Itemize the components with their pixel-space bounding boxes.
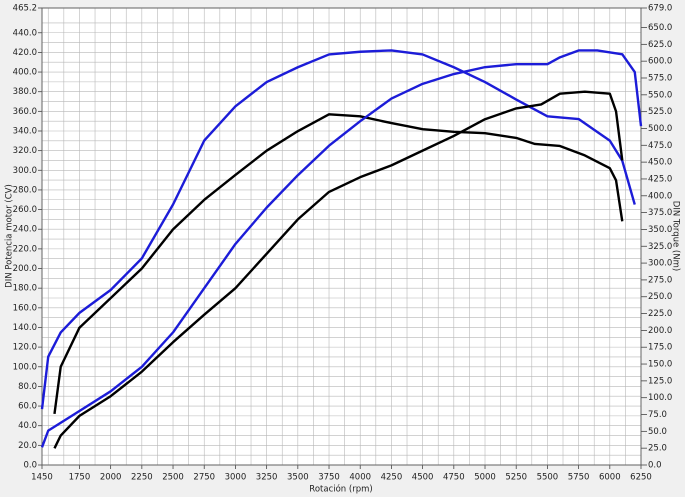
y2-tick-label: 125.0 [648, 376, 672, 386]
y-tick-label: 380.0 [13, 87, 37, 97]
x-tick-label: 5750 [568, 473, 590, 483]
y-tick-label: 40.0 [18, 421, 37, 431]
x-tick-label: 4000 [349, 473, 371, 483]
x-axis-label: Rotación (rpm) [309, 484, 372, 495]
plot-area [41, 7, 642, 466]
y-tick-label: 360.0 [13, 107, 37, 117]
x-tick-label: 5000 [474, 473, 496, 483]
y-tick-label: 0.0 [23, 461, 37, 471]
y2-tick-label: 0.0 [648, 461, 662, 471]
y2-tick-label: 375.0 [648, 208, 672, 218]
y2-tick-label: 500.0 [648, 124, 672, 134]
x-tick-label: 6000 [599, 473, 621, 483]
y2-tick-label: 300.0 [648, 259, 672, 269]
y-tick-label: 180.0 [13, 284, 37, 294]
y-tick-label: 160.0 [13, 303, 37, 313]
y-tick-label: 300.0 [13, 166, 37, 176]
y2-tick-label: 350.0 [648, 225, 672, 235]
y-tick-label: 240.0 [13, 225, 37, 235]
y2-tick-label: 75.0 [648, 410, 667, 420]
y2-tick-label: 225.0 [648, 309, 672, 319]
line-series [40, 49, 643, 448]
y2-axis-label: DIN Torque (Nm) [671, 201, 681, 271]
x-tick-label: 6250 [630, 473, 652, 483]
y-tick-label: 420.0 [13, 48, 37, 58]
y-tick-label: 400.0 [13, 68, 37, 78]
y2-tick-label: 100.0 [648, 393, 672, 403]
y2-tick-label: 25.0 [648, 444, 667, 454]
x-tick-label: 1750 [69, 473, 91, 483]
y-tick-label: 120.0 [13, 343, 37, 353]
x-tick-label: 2750 [193, 473, 215, 483]
x-tick-label: 1450 [31, 473, 53, 483]
y2-tick-label: 400.0 [648, 191, 672, 201]
x-tick-label: 4250 [381, 473, 403, 483]
x-tick-label: 5250 [505, 473, 527, 483]
y-tick-label: 320.0 [13, 146, 37, 156]
y2-tick-label: 575.0 [648, 73, 672, 83]
x-tick-label: 4750 [443, 473, 465, 483]
y-tick-label: 440.0 [13, 28, 37, 38]
y-tick-label: 220.0 [13, 244, 37, 254]
y2-tick-label: 250.0 [648, 292, 672, 302]
x-tick-label: 3000 [225, 473, 247, 483]
y2-tick-label: 475.0 [648, 141, 672, 151]
line-series [53, 90, 624, 449]
x-tick-label: 4500 [412, 473, 434, 483]
y2-tick-label: 425.0 [648, 174, 672, 184]
y2-tick-label: 50.0 [648, 427, 667, 437]
y2-tick-label: 550.0 [648, 90, 672, 100]
y2-tick-label: 175.0 [648, 343, 672, 353]
x-tick-label: 2500 [162, 473, 184, 483]
y2-tick-label: 625.0 [648, 40, 672, 50]
y2-tick-label: 200.0 [648, 326, 672, 336]
x-tick-label: 5500 [537, 473, 559, 483]
y-tick-label: 60.0 [18, 402, 37, 412]
y2-tick-label: 650.0 [648, 23, 672, 33]
x-tick-label: 3250 [256, 473, 278, 483]
y-tick-label: 260.0 [13, 205, 37, 215]
y2-tick-label: 150.0 [648, 360, 672, 370]
y2-tick-label: 679.0 [648, 4, 672, 14]
y-tick-label: 280.0 [13, 185, 37, 195]
y-tick-label: 80.0 [18, 382, 37, 392]
y-tick-label: 465.2 [13, 4, 37, 14]
y2-tick-label: 450.0 [648, 158, 672, 168]
y-tick-label: 20.0 [18, 441, 37, 451]
y-tick-label: 100.0 [13, 362, 37, 372]
y-tick-label: 200.0 [13, 264, 37, 274]
y-axis-label: DIN Potencia motor (CV) [5, 184, 15, 288]
y2-tick-label: 600.0 [648, 57, 672, 67]
x-tick-label: 2250 [131, 473, 153, 483]
x-tick-label: 2000 [100, 473, 122, 483]
line-series [53, 113, 624, 415]
y-tick-label: 340.0 [13, 126, 37, 136]
y2-tick-label: 275.0 [648, 275, 672, 285]
line-series [40, 49, 636, 410]
x-tick-label: 3500 [287, 473, 309, 483]
x-tick-label: 3750 [318, 473, 340, 483]
y-tick-label: 140.0 [13, 323, 37, 333]
y2-tick-label: 325.0 [648, 242, 672, 252]
y2-tick-label: 525.0 [648, 107, 672, 117]
